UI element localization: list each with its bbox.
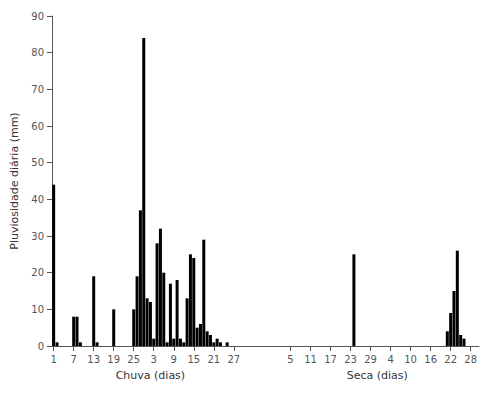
svg-text:50: 50 (31, 157, 44, 168)
svg-text:16: 16 (424, 354, 437, 365)
svg-text:17: 17 (324, 354, 337, 365)
svg-text:1: 1 (50, 354, 56, 365)
svg-text:15: 15 (187, 354, 200, 365)
svg-text:Seca (dias): Seca (dias) (347, 369, 408, 382)
svg-text:10: 10 (31, 304, 44, 315)
svg-text:4: 4 (387, 354, 393, 365)
svg-text:25: 25 (127, 354, 140, 365)
svg-text:27: 27 (227, 354, 240, 365)
svg-text:40: 40 (31, 194, 44, 205)
svg-text:20: 20 (31, 267, 44, 278)
svg-text:21: 21 (207, 354, 220, 365)
svg-text:7: 7 (70, 354, 76, 365)
svg-text:9: 9 (171, 354, 177, 365)
svg-text:Pluviosidade diária (mm): Pluviosidade diária (mm) (8, 112, 21, 249)
svg-text:60: 60 (31, 121, 44, 132)
svg-text:70: 70 (31, 84, 44, 95)
svg-text:13: 13 (87, 354, 100, 365)
svg-text:29: 29 (364, 354, 377, 365)
svg-text:0: 0 (38, 341, 44, 352)
svg-text:28: 28 (464, 354, 477, 365)
svg-text:3: 3 (151, 354, 157, 365)
svg-text:80: 80 (31, 47, 44, 58)
svg-text:10: 10 (404, 354, 417, 365)
svg-text:23: 23 (344, 354, 357, 365)
svg-text:19: 19 (107, 354, 120, 365)
svg-text:22: 22 (444, 354, 457, 365)
svg-text:11: 11 (304, 354, 317, 365)
svg-text:90: 90 (31, 11, 44, 22)
svg-text:Chuva (dias): Chuva (dias) (116, 369, 185, 382)
svg-text:5: 5 (287, 354, 293, 365)
svg-text:30: 30 (31, 231, 44, 242)
